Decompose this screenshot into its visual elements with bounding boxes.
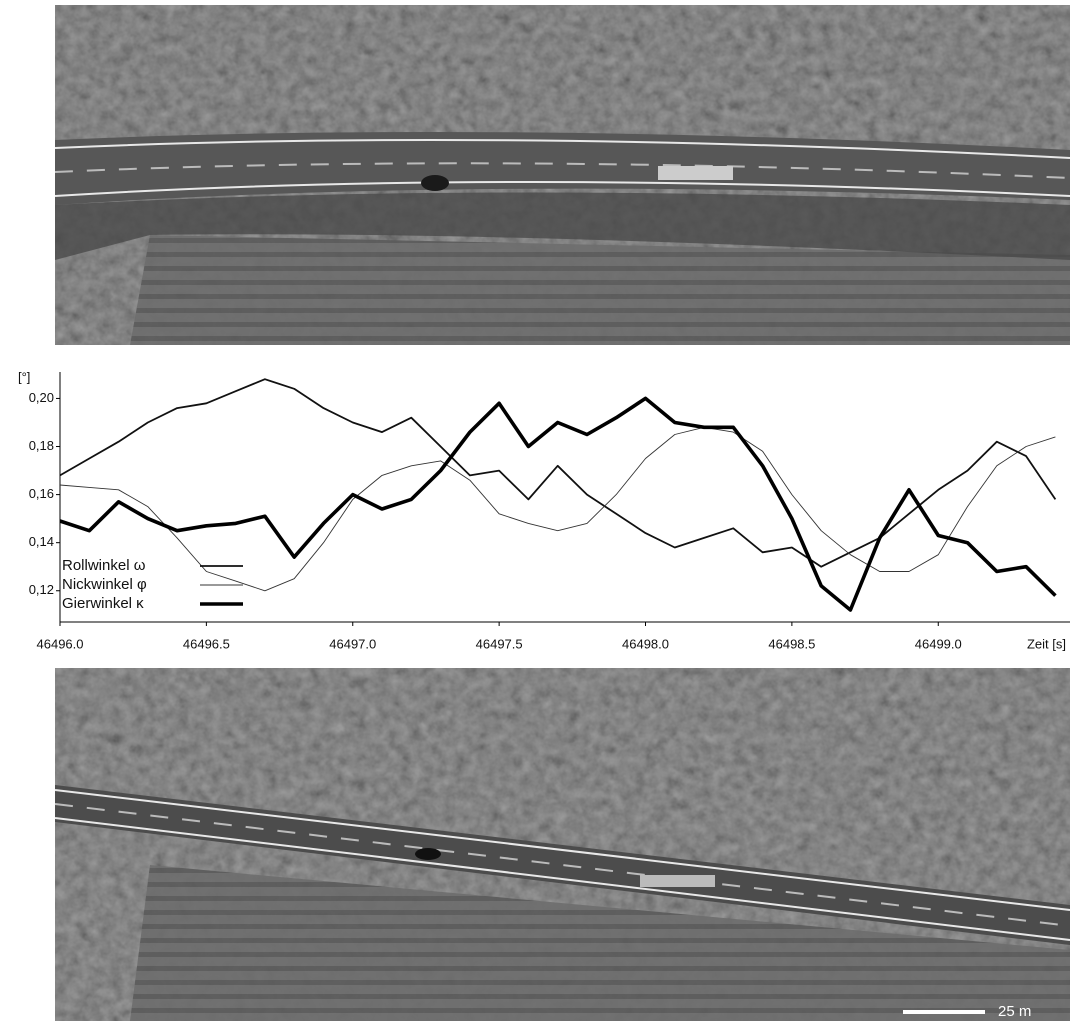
x-tick-label: 46497.0 bbox=[329, 636, 376, 651]
y-tick-label: 0,14 bbox=[29, 534, 54, 549]
legend-label: Nickwinkel φ bbox=[62, 576, 147, 593]
chart: [°] Zeit [s] 0,12 0,14 0,16 0,18 0,20 46496.0… bbox=[18, 369, 1070, 651]
y-tick-label: 0,18 bbox=[29, 438, 54, 453]
x-tick-label: 46496.5 bbox=[183, 636, 230, 651]
x-axis-label: Zeit [s] bbox=[1027, 636, 1066, 651]
aerial-image-top bbox=[55, 5, 1070, 345]
x-tick-label: 46496.0 bbox=[37, 636, 84, 651]
aerial-image-bottom: 25 m bbox=[55, 668, 1070, 1021]
y-tick-label: 0,16 bbox=[29, 486, 54, 501]
x-tick-label: 46497.5 bbox=[476, 636, 523, 651]
x-tick-label: 46498.5 bbox=[768, 636, 815, 651]
y-tick-label: 0,12 bbox=[29, 582, 54, 597]
y-axis-label: [°] bbox=[18, 369, 30, 384]
legend-label: Rollwinkel ω bbox=[62, 557, 146, 574]
legend-label: Gierwinkel κ bbox=[62, 595, 144, 612]
page: 25 m [°] Zeit [s] 0,12 0,14 0,16 0,18 0,20 46… bbox=[0, 0, 1071, 1021]
x-tick-label: 46498.0 bbox=[622, 636, 669, 651]
y-tick-label: 0,20 bbox=[29, 390, 54, 405]
series-line bbox=[60, 398, 1055, 610]
series-line bbox=[60, 379, 1055, 567]
figure: 25 m [°] Zeit [s] 0,12 0,14 0,16 0,18 0,20 46… bbox=[0, 0, 1071, 1021]
scale-bar-label: 25 m bbox=[998, 1003, 1031, 1020]
x-tick-label: 46499.0 bbox=[915, 636, 962, 651]
